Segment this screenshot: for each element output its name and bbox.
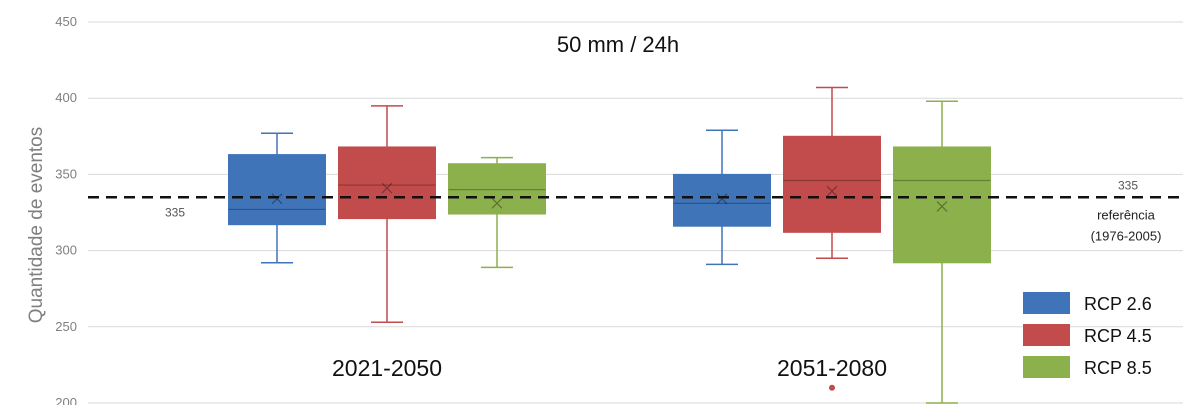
reference-text-line1: referência [1097, 207, 1156, 222]
box-rcp45-0-mean-marker [381, 182, 393, 194]
legend-swatch-0 [1023, 292, 1070, 314]
reference-value-left: 335 [165, 205, 185, 219]
y-tick-label-400: 400 [55, 90, 77, 105]
box-rcp26-1-iqr [673, 173, 771, 227]
legend-label-1: RCP 4.5 [1084, 326, 1152, 346]
box-rcp26-1-mean-marker [716, 193, 728, 205]
reference-line-group: 335 335 referência (1976-2005) [88, 178, 1183, 243]
box-rcp85-0-iqr [448, 163, 546, 215]
reference-value-right: 335 [1118, 178, 1138, 192]
box-rcp26-0-mean-marker [271, 193, 283, 205]
category-label-1: 2051-2080 [777, 355, 887, 381]
box-rcp45-1-mean-marker [826, 185, 838, 197]
legend-label-2: RCP 8.5 [1084, 358, 1152, 378]
box-rcp85-1-mean-marker [936, 200, 948, 212]
y-axis-ticks: 200 250 300 350 400 450 [55, 14, 77, 405]
legend-swatch-2 [1023, 356, 1070, 378]
box-rcp45-1-iqr [783, 135, 881, 233]
box-rcp85-1-iqr [893, 146, 991, 264]
y-axis-label: Quantidade de eventos [26, 127, 47, 324]
box-rcp45-0-iqr [338, 146, 436, 220]
y-tick-label-250: 250 [55, 319, 77, 334]
category-label-0: 2021-2050 [332, 355, 442, 381]
y-tick-label-300: 300 [55, 243, 77, 258]
box-series [228, 86, 991, 404]
legend-swatch-1 [1023, 324, 1070, 346]
chart-title: 50 mm / 24h [557, 32, 679, 57]
box-rcp45-1-outlier-0 [829, 384, 835, 391]
y-tick-label-200: 200 [55, 395, 77, 405]
reference-text-line2: (1976-2005) [1091, 228, 1162, 243]
legend-label-0: RCP 2.6 [1084, 294, 1152, 314]
y-tick-label-350: 350 [55, 166, 77, 181]
box-rcp85-0-mean-marker [491, 197, 503, 209]
y-tick-label-450: 450 [55, 14, 77, 29]
legend: RCP 2.6 RCP 4.5 RCP 8.5 [1023, 292, 1152, 378]
box-rcp26-0-iqr [228, 154, 326, 226]
